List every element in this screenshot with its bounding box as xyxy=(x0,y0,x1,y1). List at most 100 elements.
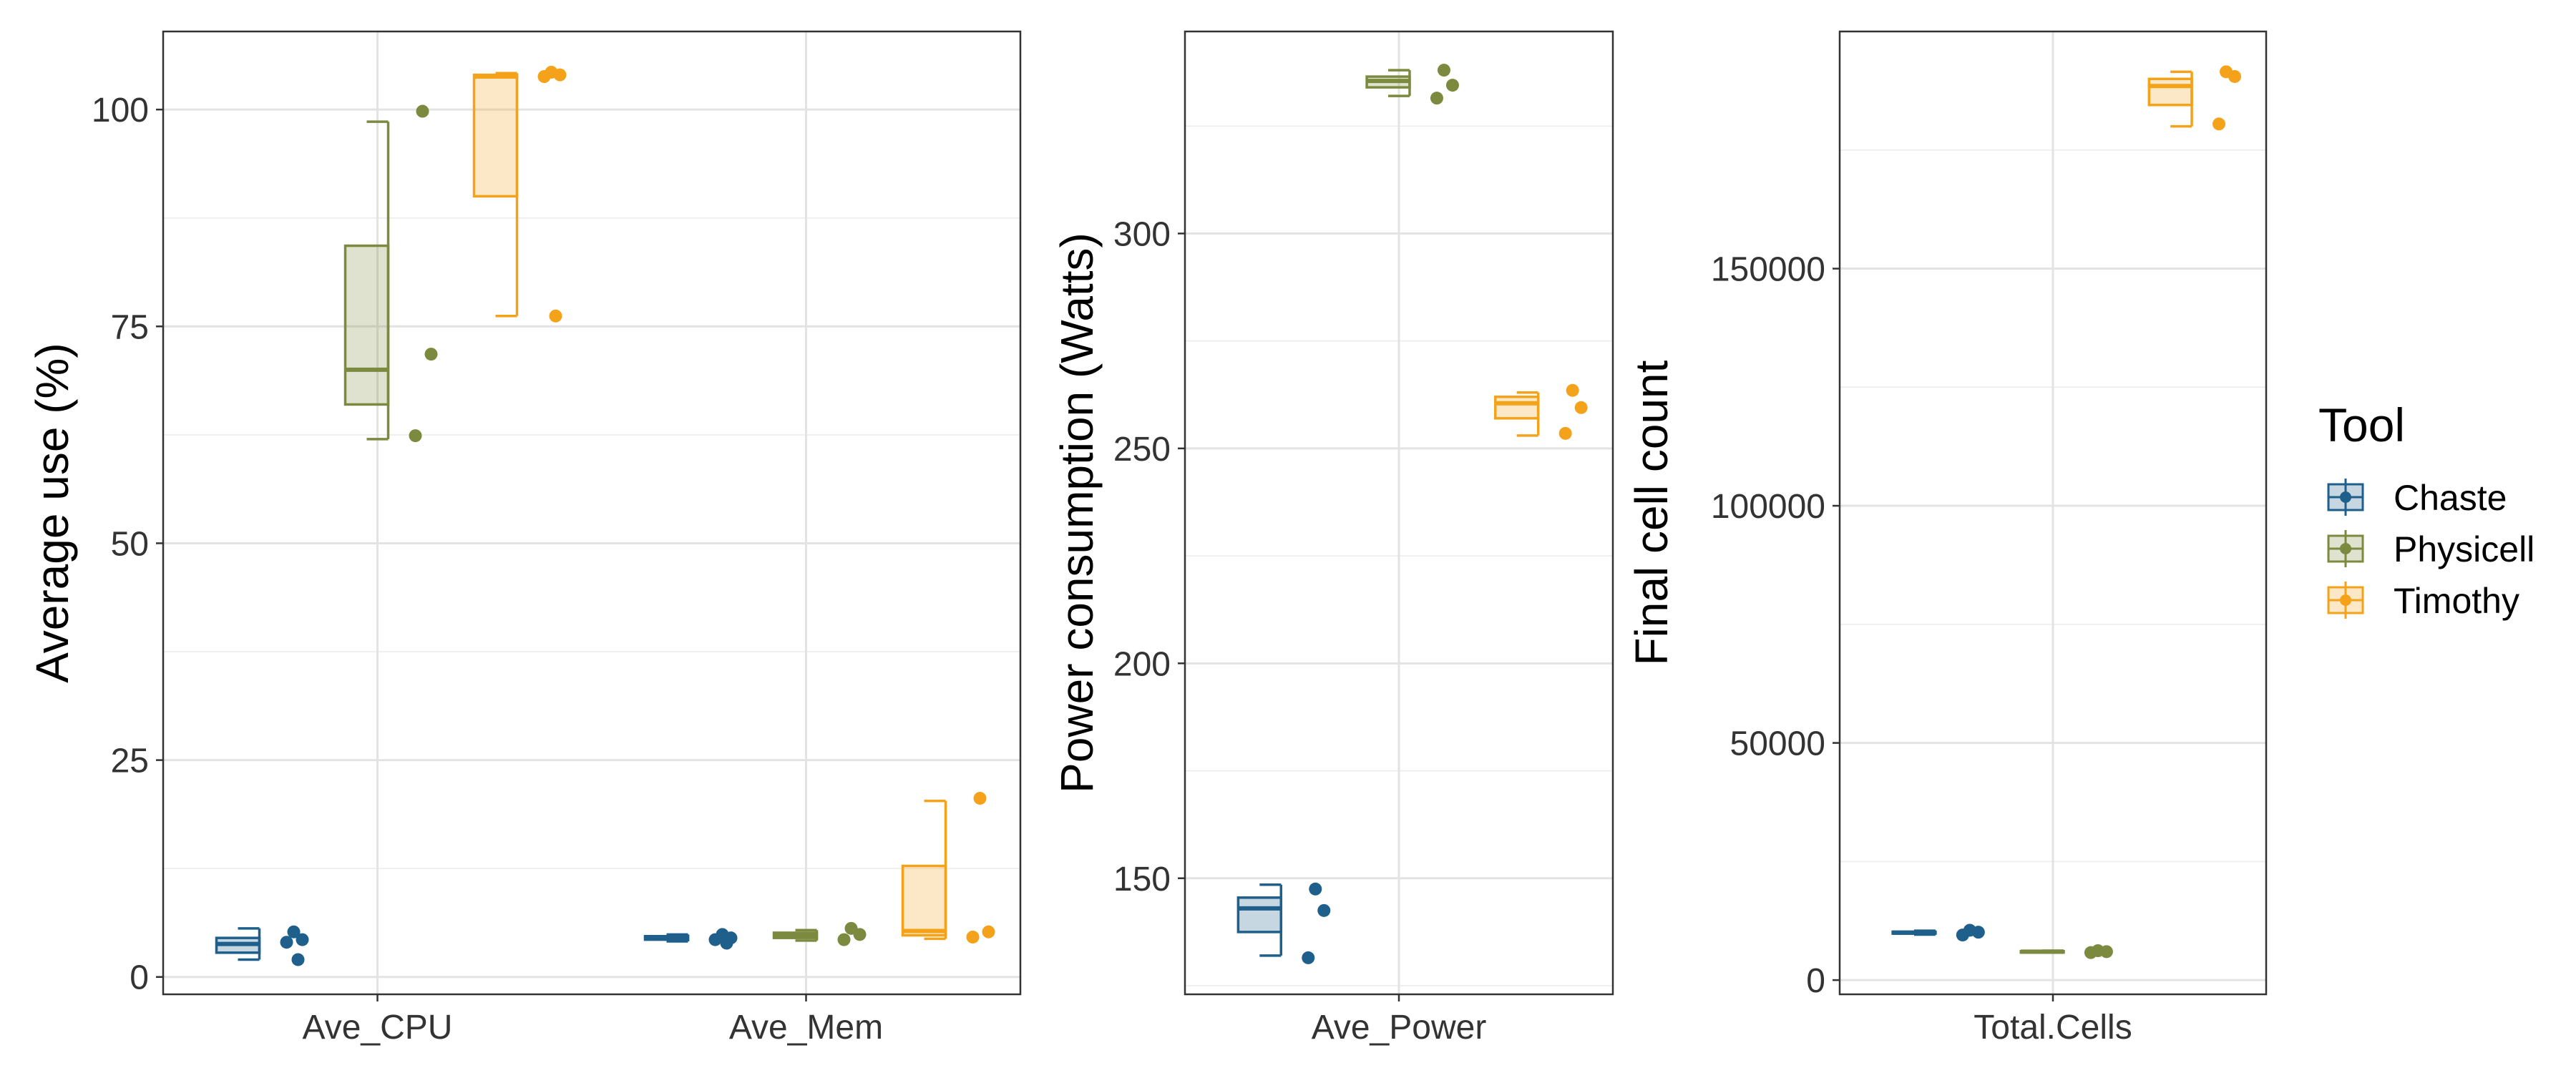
box-total-cells-chaste xyxy=(1891,923,1985,942)
y-tick-label: 50000 xyxy=(1730,725,1825,763)
data-point xyxy=(1437,64,1450,77)
panel-usage-background xyxy=(163,31,1020,994)
legend-key-chaste: Chaste xyxy=(2327,478,2507,518)
box-ave-cpu-timothy xyxy=(472,65,567,323)
y-tick-label: 150000 xyxy=(1711,251,1825,289)
data-point xyxy=(1956,929,1969,942)
data-point xyxy=(1574,401,1588,414)
panel-cells-x-axis: Total.Cells xyxy=(1974,994,2132,1047)
data-point xyxy=(1430,92,1443,105)
data-point xyxy=(296,933,309,946)
data-point xyxy=(853,928,867,941)
data-point xyxy=(708,933,722,946)
data-point xyxy=(1971,926,1985,939)
y-tick-label: 300 xyxy=(1113,215,1171,253)
legend-title: Tool xyxy=(2318,398,2405,451)
data-point xyxy=(720,936,733,950)
box-body xyxy=(2147,77,2193,107)
data-point xyxy=(2099,945,2113,959)
y-tick-label: 75 xyxy=(111,308,149,346)
box-body xyxy=(472,73,519,198)
legend: Tool Chaste Physicell Timothy xyxy=(2318,398,2534,621)
data-point xyxy=(2228,69,2242,83)
x-tick-label-ave-mem: Ave_Mem xyxy=(729,1009,883,1047)
legend-key-point xyxy=(2340,543,2351,554)
data-point xyxy=(2212,117,2226,131)
panel-cells: 0 50000 100000 150000 Total.Cells Final cel… xyxy=(1626,30,2268,1047)
y-tick-label: 25 xyxy=(111,743,149,780)
data-point xyxy=(982,925,995,939)
box-body xyxy=(1494,396,1540,420)
data-point xyxy=(973,791,987,805)
panel-usage-x-axis: Ave_CPU Ave_Mem xyxy=(303,994,883,1047)
box-body xyxy=(343,244,390,406)
y-tick-label: 0 xyxy=(1806,962,1825,1000)
panel-cells-grid xyxy=(1840,31,2266,994)
panel-cells-y-axis: 0 50000 100000 150000 xyxy=(1711,251,1840,1000)
panel-usage-grid xyxy=(163,31,1020,994)
panel-power-y-axis-title: Power consumption (Watts) xyxy=(1051,232,1103,793)
legend-key-timothy: Timothy xyxy=(2327,581,2519,621)
y-tick-label: 250 xyxy=(1113,431,1171,469)
y-tick-label: 200 xyxy=(1113,645,1171,683)
y-tick-label: 100000 xyxy=(1711,488,1825,526)
panel-power-marks xyxy=(1236,64,1588,964)
data-point xyxy=(2084,946,2097,959)
panel-power-x-axis: Ave_Power xyxy=(1312,994,1487,1047)
legend-label-physicell: Physicell xyxy=(2394,529,2534,569)
data-point xyxy=(280,936,293,949)
legend-key-physicell: Physicell xyxy=(2327,529,2534,569)
data-point xyxy=(1309,882,1322,896)
x-tick-label-total-cells: Total.Cells xyxy=(1974,1009,2132,1047)
box-total-cells-physicell xyxy=(2019,944,2113,959)
data-point xyxy=(966,930,980,944)
data-point xyxy=(1566,383,1579,397)
y-tick-label: 150 xyxy=(1113,861,1171,898)
box-total-cells-timothy xyxy=(2147,65,2242,131)
x-tick-label-ave-power: Ave_Power xyxy=(1312,1009,1487,1047)
panel-usage: 0 25 50 75 100 Ave_CPU Ave_Mem Average use (%… xyxy=(26,30,1022,1047)
data-point xyxy=(549,309,562,323)
data-point xyxy=(1445,79,1459,92)
panel-usage-border xyxy=(162,30,1022,996)
box-ave-power-physicell xyxy=(1365,64,1459,105)
panel-cells-y-axis-title: Final cell count xyxy=(1626,360,1677,665)
box-ave-mem-chaste xyxy=(643,928,738,950)
box-ave-cpu-chaste xyxy=(215,925,309,966)
data-point xyxy=(537,70,551,84)
data-point xyxy=(409,429,422,443)
box-ave-mem-physicell xyxy=(772,921,867,946)
panel-cells-marks xyxy=(1891,65,2242,959)
legend-label-chaste: Chaste xyxy=(2394,478,2507,518)
data-point xyxy=(416,104,429,118)
data-point xyxy=(424,348,438,361)
box-body xyxy=(1236,896,1283,934)
data-point xyxy=(1302,951,1315,964)
box-ave-mem-timothy xyxy=(901,791,995,944)
box-ave-cpu-physicell xyxy=(343,104,438,443)
legend-key-point xyxy=(2340,594,2351,606)
panel-usage-y-axis: 0 25 50 75 100 xyxy=(92,92,163,997)
box-ave-power-chaste xyxy=(1236,882,1331,964)
panel-usage-marks xyxy=(215,65,995,966)
data-point xyxy=(1317,903,1331,917)
legend-key-point xyxy=(2340,491,2351,503)
x-tick-label-ave-cpu: Ave_CPU xyxy=(303,1009,453,1047)
data-point xyxy=(1558,426,1572,440)
data-point xyxy=(287,925,301,939)
panel-power-grid xyxy=(1185,31,1613,994)
panel-power-y-axis: 150 200 250 300 xyxy=(1113,215,1185,898)
y-tick-label: 50 xyxy=(111,525,149,563)
box-ave-power-timothy xyxy=(1494,383,1588,440)
panel-usage-y-axis-title: Average use (%) xyxy=(26,343,78,683)
panel-power: 150 200 250 300 Ave_Power Power consumption… xyxy=(1051,30,1614,1047)
y-tick-label: 100 xyxy=(92,92,149,129)
data-point xyxy=(553,68,567,82)
box-body xyxy=(901,864,947,937)
data-point xyxy=(291,953,305,966)
y-tick-label: 0 xyxy=(130,959,149,997)
legend-keys: Chaste Physicell Timothy xyxy=(2327,478,2534,621)
legend-label-timothy: Timothy xyxy=(2394,581,2519,621)
data-point xyxy=(837,933,851,946)
